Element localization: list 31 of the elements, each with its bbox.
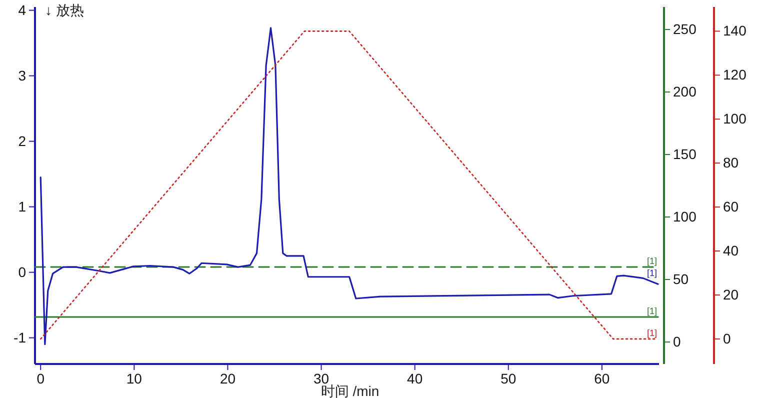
- y-tick-label: 1: [18, 198, 26, 214]
- x-tick-label: 40: [407, 370, 423, 386]
- x-tick-label: 0: [36, 370, 45, 386]
- x-tick-label: 50: [500, 370, 516, 386]
- y-tick-label: 0: [18, 264, 26, 280]
- y3-tick-label: 80: [723, 154, 739, 171]
- series-label: [1]: [646, 328, 657, 338]
- y-tick-label: 4: [18, 2, 26, 18]
- y-tick-label: 2: [18, 132, 26, 149]
- y2-tick-label: 50: [673, 270, 689, 287]
- y3-tick-label: 40: [723, 242, 739, 258]
- x-tick-label: 60: [594, 370, 610, 386]
- y3-tick-label: 0: [723, 330, 731, 346]
- y3-tick-label: 100: [723, 110, 747, 127]
- y3-tick-label: 140: [723, 22, 747, 39]
- y2-tick-label: 150: [673, 146, 697, 162]
- x-tick-label: 10: [126, 370, 142, 386]
- y2-tick-label: 250: [673, 20, 697, 37]
- annotation: ↓ 放热: [45, 2, 84, 18]
- series-label: [1]: [646, 306, 657, 316]
- y2-tick-label: 200: [673, 83, 697, 100]
- y3-tick-label: 120: [723, 66, 747, 83]
- y-tick-label: 3: [18, 67, 26, 84]
- x-tick-label: 20: [220, 370, 236, 386]
- y3-tick-label: 60: [723, 198, 739, 215]
- y3-tick-label: 20: [723, 286, 739, 302]
- y-tick-label: -1: [14, 329, 26, 346]
- y2-tick-label: 100: [673, 208, 697, 224]
- series-label: [1]: [646, 268, 657, 278]
- series-label: [1]: [646, 256, 657, 266]
- y2-tick-label: 0: [673, 333, 681, 350]
